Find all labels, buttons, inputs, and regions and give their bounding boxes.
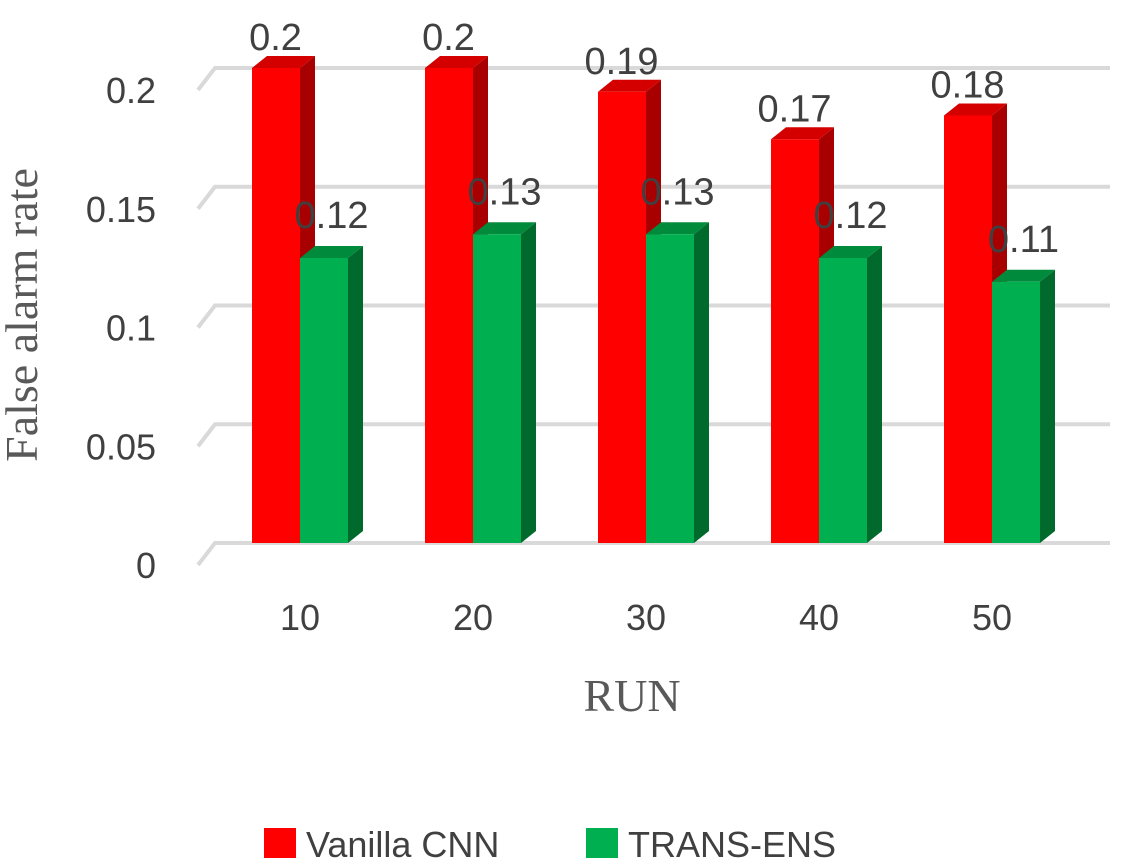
bar-top [300, 246, 363, 258]
x-tick-label: 50 [972, 597, 1012, 638]
bars [252, 56, 1055, 543]
bar-trans-ens-30 [646, 222, 709, 543]
bar-top [598, 79, 661, 92]
data-label-vanilla-cnn: 0.2 [249, 17, 302, 59]
data-label-vanilla-cnn: 0.17 [758, 88, 832, 130]
bar-front [771, 139, 819, 543]
data-label-trans-ens: 0.12 [295, 195, 369, 237]
bar-vanilla-cnn-30 [598, 79, 661, 543]
y-tick-label: 0.05 [86, 426, 156, 467]
bar-front [992, 281, 1040, 543]
data-label-vanilla-cnn: 0.19 [585, 41, 659, 83]
y-axis-ticks: 0 0.05 0.1 0.15 0.2 [86, 70, 156, 586]
y-tick-label: 0 [136, 545, 156, 586]
bar-top [771, 127, 834, 140]
x-tick-label: 40 [799, 597, 839, 638]
y-tick-label: 0.1 [106, 308, 156, 349]
bar-side [521, 222, 536, 543]
bar-trans-ens-50 [992, 269, 1055, 543]
legend-label-trans-ens: TRANS-ENS [628, 824, 836, 860]
data-label-trans-ens: 0.11 [988, 219, 1059, 261]
data-label-trans-ens: 0.13 [641, 171, 715, 213]
bar-front [473, 234, 521, 543]
bar-trans-ens-20 [473, 222, 536, 543]
bar-trans-ens-40 [819, 246, 882, 543]
bar-front [425, 68, 473, 543]
bar-top [819, 246, 882, 258]
legend: Vanilla CNN TRANS-ENS [264, 824, 836, 860]
y-tick-label: 0.15 [86, 189, 156, 230]
bar-side [694, 222, 709, 543]
x-tick-label: 30 [626, 597, 666, 638]
bar-front [646, 234, 694, 543]
legend-swatch-trans-ens [586, 828, 618, 858]
bar-top [425, 56, 488, 68]
legend-label-vanilla-cnn: Vanilla CNN [306, 824, 499, 860]
bar-top [473, 222, 536, 235]
bar-front [819, 258, 867, 543]
x-tick-label: 20 [453, 597, 493, 638]
gridline [196, 66, 1110, 92]
data-label-trans-ens: 0.12 [814, 195, 888, 237]
data-labels: 0.2 0.12 0.2 0.13 0.19 0.13 0.17 0.12 0.18 0.11 [249, 17, 1059, 261]
bar-side [1040, 269, 1055, 543]
bar-front [252, 68, 300, 543]
gridline [196, 541, 1110, 567]
bar-top [944, 103, 1007, 116]
bar-front [598, 91, 646, 543]
data-label-vanilla-cnn: 0.18 [931, 65, 1005, 107]
y-tick-label: 0.2 [106, 70, 156, 111]
bar-trans-ens-10 [300, 246, 363, 543]
bar-front [300, 258, 348, 543]
legend-swatch-vanilla-cnn [264, 828, 296, 858]
y-axis-title: False alarm rate [0, 168, 47, 462]
data-label-trans-ens: 0.13 [468, 171, 542, 213]
bar-top [646, 222, 709, 235]
bar-top [992, 269, 1055, 282]
x-axis-ticks: 10 20 30 40 50 [280, 597, 1012, 638]
bar-front [944, 115, 992, 543]
bar-top [252, 56, 315, 68]
x-axis-title: RUN [583, 670, 680, 721]
data-label-vanilla-cnn: 0.2 [422, 17, 475, 59]
bar-side [348, 246, 363, 543]
bar-side [867, 246, 882, 543]
x-tick-label: 10 [280, 597, 320, 638]
